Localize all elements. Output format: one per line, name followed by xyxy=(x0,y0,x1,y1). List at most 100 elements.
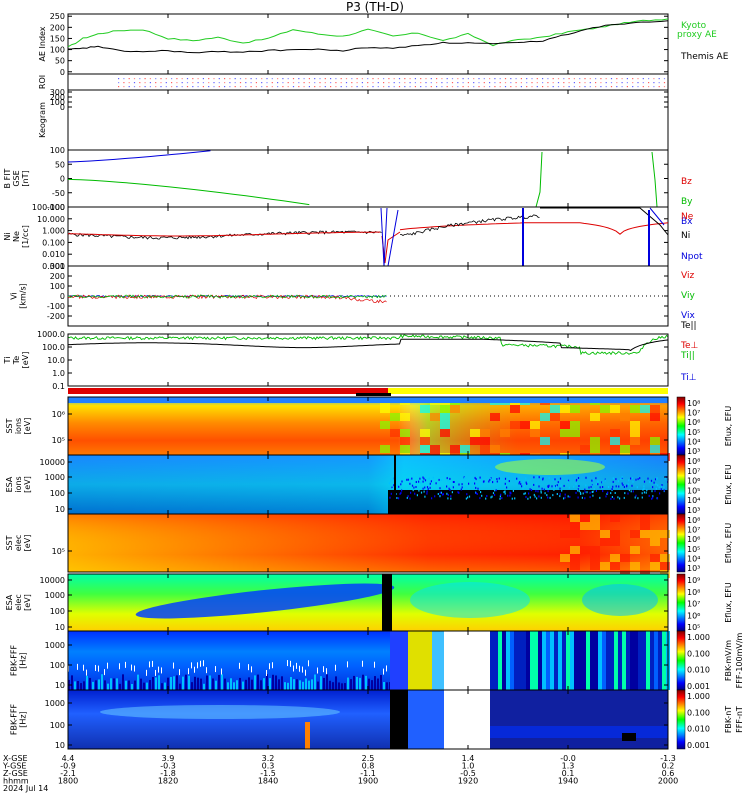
fbk-e-spike xyxy=(191,662,192,669)
esa-ions-speck xyxy=(533,476,535,479)
roi-dot xyxy=(282,78,284,80)
esa-ions-speck xyxy=(422,487,424,490)
esa-ions-speck xyxy=(634,496,636,499)
roi-dot xyxy=(483,86,485,88)
fbk-e-bar xyxy=(95,680,97,690)
legend-bz: Bz xyxy=(681,177,692,187)
ylabel-line: AE Index xyxy=(38,26,47,61)
roi-dot xyxy=(367,86,369,88)
esa-ions-speck xyxy=(424,479,427,482)
roi-dot xyxy=(414,82,416,84)
esa-elec-cyan-blob xyxy=(410,582,530,618)
fbk-b-ylabel: FBK-FFF [Hz] xyxy=(10,704,28,736)
esa-ions-speck xyxy=(496,478,498,480)
roi-dot xyxy=(515,82,517,84)
fbk-e-column xyxy=(550,631,554,690)
roi-dot xyxy=(266,78,268,80)
esa-ions-speck xyxy=(429,486,431,489)
roi-dot xyxy=(356,78,358,80)
sst-ions-pixel xyxy=(430,413,440,421)
esa-ions-y-tick: 10000 xyxy=(40,458,65,467)
roi-dot xyxy=(213,86,215,88)
fbk-e-bar xyxy=(80,683,82,690)
esa-ions-speck xyxy=(637,478,639,481)
roi-dot xyxy=(277,86,279,88)
esa-ions-speck xyxy=(498,477,500,480)
xaxis-tick-label: 2.5 xyxy=(362,754,375,763)
esa-elec-gap xyxy=(382,574,392,631)
esa-ions-speck xyxy=(552,494,554,497)
density-y-tick: 0.100 xyxy=(42,238,65,247)
cbar-tick-label: 10⁸ xyxy=(687,399,700,408)
fbk-e-spike xyxy=(323,666,324,673)
esa-ions-speck xyxy=(464,477,466,480)
fbk-e-bar xyxy=(185,674,187,690)
roi-dot xyxy=(409,82,411,84)
fbk-e-spike xyxy=(239,662,240,669)
esa-ions-speck xyxy=(418,489,420,492)
legend-viz: Viz xyxy=(681,271,694,281)
sst-ions-pixel xyxy=(470,429,480,437)
esa-ions-speck xyxy=(578,490,580,493)
roi-dot xyxy=(176,82,178,84)
roi-dot xyxy=(393,86,395,88)
esa-ions-speck xyxy=(398,485,400,488)
sst-elec-pixel xyxy=(610,562,620,570)
fbk-e-bar xyxy=(113,678,115,690)
roi-dot xyxy=(208,86,210,88)
fbk-e-column xyxy=(554,631,558,690)
esa-ions-speck xyxy=(391,486,393,489)
esa-ions-speck xyxy=(575,491,577,494)
xaxis-tick-label: 0.6 xyxy=(662,769,675,778)
sst-ions-pixel xyxy=(510,405,520,413)
roi-dot xyxy=(420,82,422,84)
sst-elec-pixel xyxy=(630,546,640,554)
sst-elec-overlay xyxy=(68,514,668,572)
roi-dot xyxy=(234,86,236,88)
ne-line-2 xyxy=(399,222,669,235)
bfield-y-tick: 100 xyxy=(50,146,65,155)
esa-ions-speck xyxy=(556,484,558,487)
roi-dot xyxy=(118,78,120,80)
roi-dot xyxy=(542,86,544,88)
roi-dot xyxy=(271,78,273,80)
esa-ions-speck xyxy=(624,492,626,495)
velocity-y-tick: 0 xyxy=(60,292,65,301)
esa-ions-speck xyxy=(585,476,587,479)
esa-ions-speck xyxy=(475,492,477,494)
roi-dot xyxy=(446,86,448,88)
roi-dot xyxy=(436,82,438,84)
ne-line xyxy=(67,231,380,237)
sst-elec-pixel xyxy=(590,546,600,554)
cbar-tick-label: 10⁶ xyxy=(687,418,700,427)
esa-ions-speck xyxy=(441,493,444,496)
fbk-e-bar xyxy=(236,680,238,690)
legend-ti-perp: Ti⊥ xyxy=(680,373,697,383)
cbar-tick-label: 10⁷ xyxy=(687,467,700,476)
esa-ions-speck xyxy=(416,494,418,497)
roi-dot xyxy=(489,82,491,84)
roi-dot xyxy=(181,82,183,84)
fbk-e-bar xyxy=(131,683,133,690)
keogram-y-tick: 100 xyxy=(50,98,65,107)
fbk-e-column xyxy=(598,631,602,690)
esa-ions-speck xyxy=(491,495,493,498)
roi-dot xyxy=(377,86,379,88)
roi-dot xyxy=(123,82,125,84)
fbk-e-block-3 xyxy=(432,631,444,690)
density-y-tick: 0.001 xyxy=(42,262,65,271)
roi-dot xyxy=(621,82,623,84)
fbk-e-spike xyxy=(272,662,273,669)
esa-ions-speck xyxy=(423,477,425,480)
roi-dot xyxy=(255,78,257,80)
roi-dot xyxy=(568,82,570,84)
esa-ions-speck xyxy=(409,497,411,500)
esa-ions-speck xyxy=(401,489,403,492)
cbar-tick-label: 10³ xyxy=(687,506,700,515)
legend-ni: Ni xyxy=(681,231,690,241)
fbk-e-spike xyxy=(326,668,327,675)
esa-ions-speck xyxy=(590,485,592,488)
roi-dot xyxy=(261,86,263,88)
esa-ions-speck xyxy=(659,492,661,495)
roi-dot xyxy=(292,78,295,80)
